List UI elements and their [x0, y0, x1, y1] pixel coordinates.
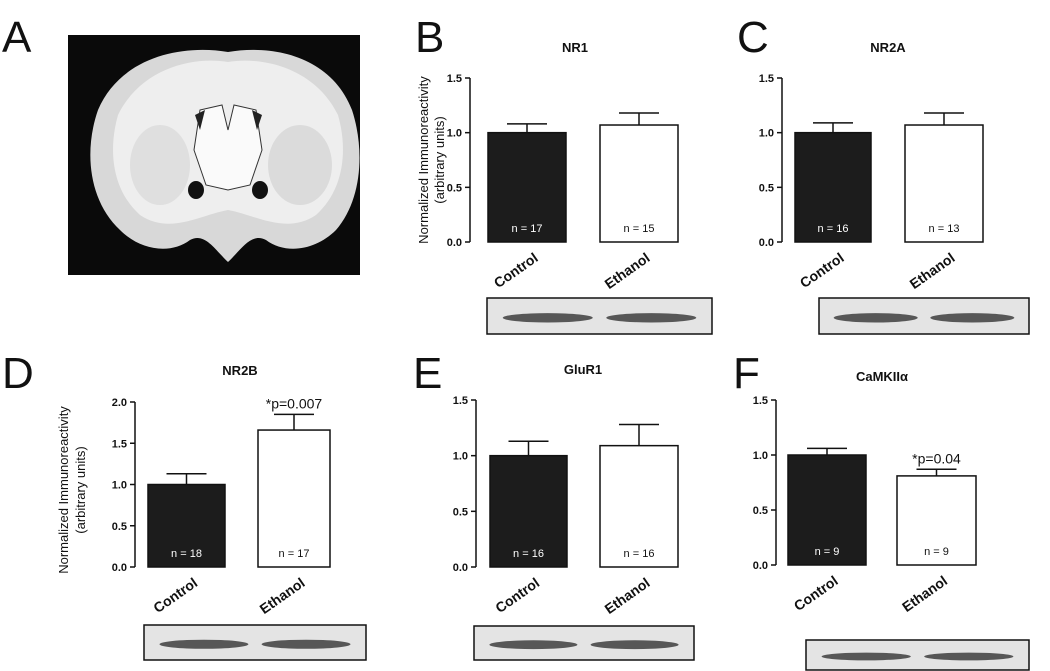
y-tick-label: 1.0 [453, 451, 468, 463]
n-label: n = 9 [815, 546, 840, 558]
panel-letter: B [415, 13, 444, 62]
x-tick-label: Ethanol [601, 249, 652, 292]
chart-title: CaMKIIα [856, 369, 908, 384]
y-tick-label: 0.0 [759, 237, 774, 249]
y-axis-label: Normalized Immunoreactivity [56, 406, 71, 574]
blot-band [606, 313, 697, 323]
y-tick-label: 1.5 [447, 73, 462, 85]
blot-band [261, 639, 351, 649]
x-tick-label: Control [797, 249, 847, 291]
brain-image [68, 35, 360, 275]
y-tick-label: 1.5 [753, 395, 768, 407]
y-tick-label: 0.5 [112, 521, 127, 533]
y-tick-label: 0.5 [447, 182, 462, 194]
chart-title: NR1 [562, 40, 588, 55]
n-label: n = 18 [171, 548, 202, 560]
bar [904, 124, 984, 243]
n-label: n = 9 [924, 546, 949, 558]
y-tick-label: 1.0 [447, 128, 462, 140]
chart-title: NR2A [870, 40, 906, 55]
x-tick-label: Control [791, 572, 841, 614]
x-tick-label: Control [492, 574, 542, 616]
blot-band [924, 652, 1014, 661]
n-label: n = 16 [818, 223, 849, 235]
y-tick-label: 1.5 [453, 395, 468, 407]
blot-band [502, 313, 593, 323]
y-axis-label: (arbitrary units) [432, 116, 447, 203]
bar [487, 131, 567, 243]
y-tick-label: 0.0 [753, 560, 768, 572]
n-label: n = 16 [624, 548, 655, 560]
chart-title: NR2B [222, 363, 257, 378]
y-axis-label: (arbitrary units) [73, 446, 88, 533]
bar [794, 131, 872, 243]
x-tick-label: Ethanol [906, 249, 957, 292]
n-label: n = 13 [929, 223, 960, 235]
chart-title: GluR1 [564, 362, 602, 377]
y-tick-label: 0.0 [453, 562, 468, 574]
panel-letter: F [733, 349, 760, 398]
y-tick-label: 1.0 [759, 128, 774, 140]
x-tick-label: Control [491, 249, 541, 291]
blot-band [930, 313, 1015, 323]
bar [257, 429, 331, 568]
bar [599, 124, 679, 243]
y-tick-label: 1.5 [759, 73, 774, 85]
annotation: *p=0.007 [266, 395, 323, 411]
blot-band [489, 640, 578, 650]
panel-letter: C [737, 13, 769, 62]
blot-band [590, 640, 679, 650]
x-tick-label: Ethanol [899, 572, 950, 615]
panel-letter: A [2, 13, 32, 62]
bar [599, 444, 679, 568]
y-tick-label: 0.0 [112, 562, 127, 574]
y-axis-label: Normalized Immunoreactivity [416, 76, 431, 244]
panel-letter: D [2, 349, 34, 398]
y-tick-label: 1.5 [112, 438, 127, 450]
blot-band [821, 652, 911, 661]
x-tick-label: Control [150, 574, 200, 616]
bar [489, 454, 568, 568]
y-tick-label: 2.0 [112, 397, 127, 409]
x-tick-label: Ethanol [256, 574, 307, 617]
y-tick-label: 0.5 [753, 505, 768, 517]
n-label: n = 17 [279, 548, 310, 560]
y-tick-label: 1.0 [753, 450, 768, 462]
bar [787, 454, 867, 566]
annotation: *p=0.04 [912, 450, 961, 466]
n-label: n = 17 [512, 223, 543, 235]
blot-band [159, 639, 249, 649]
n-label: n = 16 [513, 548, 544, 560]
y-tick-label: 0.0 [447, 237, 462, 249]
panel-letter: E [413, 349, 442, 398]
y-tick-label: 0.5 [453, 506, 468, 518]
y-tick-label: 1.0 [112, 480, 127, 492]
n-label: n = 15 [624, 223, 655, 235]
x-tick-label: Ethanol [601, 574, 652, 617]
y-tick-label: 0.5 [759, 182, 774, 194]
bar [147, 483, 226, 568]
bar [896, 475, 977, 566]
blot-band [833, 313, 918, 323]
